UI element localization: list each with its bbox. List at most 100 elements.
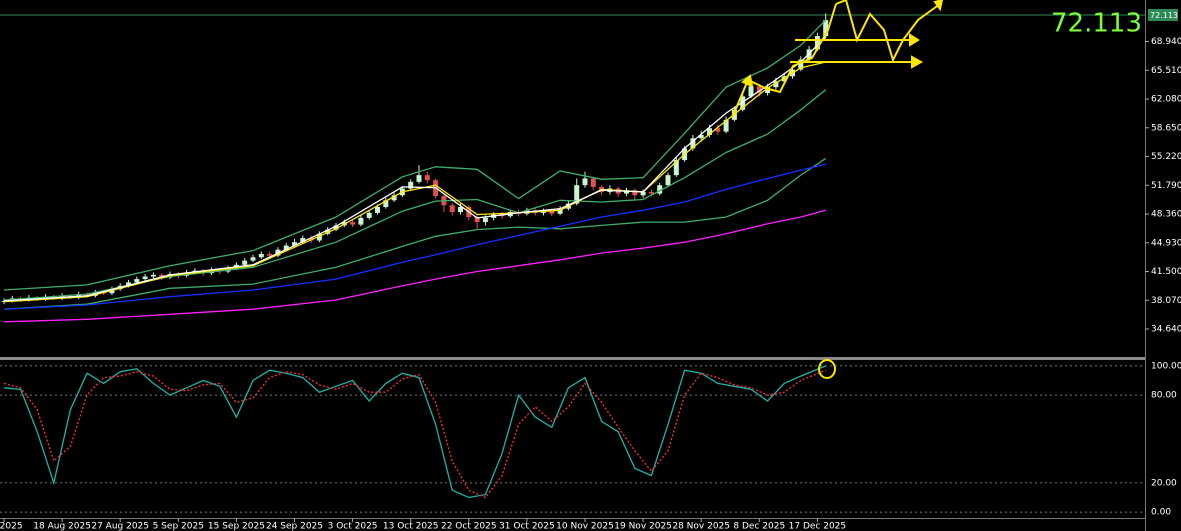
candle-body — [316, 233, 322, 241]
y-tick-label: 48.360 — [1151, 210, 1181, 220]
y-tick-label: 51.790 — [1151, 181, 1181, 191]
y-tick-label: 41.500 — [1151, 267, 1181, 277]
candle-body — [756, 86, 762, 94]
candle-body — [690, 138, 696, 149]
candle-body — [250, 257, 256, 261]
indicator-line — [3, 157, 827, 310]
candle-body — [300, 238, 306, 243]
candle-body — [781, 76, 787, 82]
candle-body — [449, 205, 455, 213]
highlight-circle — [818, 359, 836, 379]
candle-body — [242, 260, 248, 265]
y-tick-label: 34.640 — [1151, 325, 1181, 335]
x-tick-label: ug 2025 — [0, 522, 23, 531]
y-tick-label: 62.080 — [1151, 95, 1181, 105]
x-tick-label: 15 Sep 2025 — [208, 522, 265, 531]
candle-body — [748, 86, 754, 97]
x-tick-label: 13 Oct 2025 — [383, 522, 439, 531]
arrow-head — [909, 33, 920, 47]
candle-body — [126, 282, 131, 286]
price-tag — [1148, 9, 1178, 21]
candle-body — [474, 217, 480, 223]
x-tick-label: 3 Oct 2025 — [328, 522, 378, 531]
y-tick-label: 38.070 — [1151, 296, 1181, 306]
candle-body — [142, 276, 148, 280]
oscillator-panel: 100.00 80.00 20.00 0.00 ug 2025 18 Aug 202527… — [0, 361, 1181, 531]
candle-body — [267, 253, 273, 256]
projection-arrow — [835, 0, 941, 63]
arrow-head — [911, 55, 924, 69]
candle-body — [624, 190, 629, 194]
candle-body — [549, 211, 555, 214]
candle-body — [765, 87, 771, 94]
candle-body — [416, 175, 422, 182]
panel-separator — [0, 357, 1145, 360]
candle-body — [640, 191, 646, 196]
x-tick-label: 8 Dec 2025 — [733, 522, 785, 531]
y-tick-label: 58.650 — [1151, 123, 1181, 133]
candle-body — [698, 134, 704, 139]
candle-body — [350, 222, 356, 225]
candle-body — [814, 36, 820, 50]
candle-body — [283, 245, 289, 250]
candle-body — [134, 279, 140, 283]
x-tick-label: 31 Oct 2025 — [499, 522, 555, 531]
candle-body — [590, 178, 596, 187]
candle-body — [541, 211, 546, 213]
y-tick-label: 80.00 — [1151, 391, 1177, 401]
candle-body — [150, 274, 156, 277]
candle-body — [707, 128, 712, 135]
candle-body — [740, 96, 746, 110]
indicator-line — [3, 36, 827, 302]
candle-body — [657, 185, 663, 194]
arrow-head — [741, 74, 754, 88]
candle-body — [823, 20, 829, 37]
y-tick-label: 20.00 — [1151, 478, 1177, 488]
x-tick-label: 27 Aug 2025 — [91, 522, 149, 531]
candle-body — [482, 217, 488, 223]
candle-body — [383, 200, 389, 207]
x-tick-label: 17 Dec 2025 — [789, 522, 847, 531]
x-tick-label: 5 Sep 2025 — [153, 522, 204, 531]
candle-body — [333, 225, 339, 230]
candle-body — [109, 289, 115, 294]
arrow-head — [933, 0, 944, 12]
candle-body — [366, 212, 372, 218]
x-tick-label: 10 Nov 2025 — [556, 522, 614, 531]
indicator-line — [3, 19, 827, 291]
candle-body — [458, 206, 463, 213]
y-tick-label: 55.220 — [1151, 152, 1181, 162]
candle-body — [673, 160, 679, 176]
indicator-line — [3, 365, 826, 499]
x-tick-label: 24 Sep 2025 — [266, 522, 323, 531]
candle-body — [574, 185, 580, 204]
candle-body — [159, 274, 165, 278]
candle-body — [715, 128, 721, 132]
candle-body — [632, 190, 638, 196]
candle-body — [773, 81, 779, 88]
candle-body — [557, 208, 563, 214]
x-tick-label: 18 Aug 2025 — [33, 522, 91, 531]
indicator-line — [3, 369, 826, 499]
y-tick-label: 100.00 — [1151, 361, 1181, 371]
candle-body — [582, 178, 588, 186]
candle-body — [723, 119, 729, 132]
candle-body — [408, 181, 414, 189]
indicator-line — [3, 163, 826, 310]
y-tick-label: 68.940 — [1151, 37, 1181, 47]
candle-body — [798, 59, 804, 70]
candle-body — [292, 242, 297, 246]
candle-body — [648, 191, 654, 194]
price-tag-label: 72.113 — [1150, 11, 1178, 20]
indicator-line — [3, 209, 826, 323]
y-tick-label: 65.510 — [1151, 66, 1181, 76]
candle-body — [391, 195, 397, 201]
candle-body — [375, 206, 380, 213]
candle-body — [258, 253, 264, 258]
x-tick-label: 19 Nov 2025 — [614, 522, 672, 531]
x-tick-label: 28 Nov 2025 — [672, 522, 730, 531]
y-tick-label: 0.00 — [1151, 508, 1171, 518]
